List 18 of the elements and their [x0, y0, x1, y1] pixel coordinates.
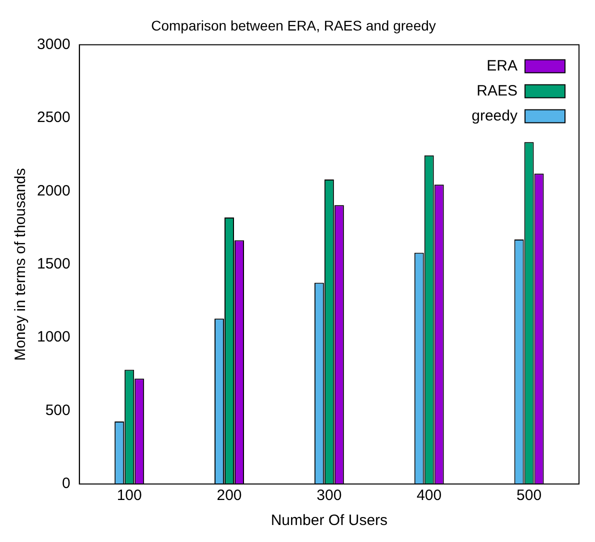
y-tick-label: 3000 — [36, 36, 70, 53]
x-tick-label: 300 — [316, 487, 342, 504]
x-axis-title: Number Of Users — [270, 512, 388, 530]
x-tick-label: 100 — [116, 487, 142, 504]
y-tick-label: 0 — [62, 475, 70, 492]
x-tick-label: 400 — [416, 487, 442, 504]
x-tick-label: 500 — [516, 487, 542, 504]
legend-label: greedy — [472, 107, 518, 124]
y-tick-label: 2000 — [36, 182, 70, 200]
y-tick-label: 1000 — [36, 328, 70, 346]
chart-title: Comparison between ERA, RAES and greedy — [151, 17, 436, 34]
y-tick-label: 500 — [45, 402, 70, 419]
y-axis-title: Money in terms of thousands — [12, 168, 30, 361]
x-tick-label: 200 — [216, 487, 242, 504]
y-tick-label: 2500 — [36, 109, 70, 126]
y-tick-label: 1500 — [36, 256, 70, 273]
legend-label: RAES — [476, 82, 518, 100]
legend-label: ERA — [486, 57, 518, 74]
